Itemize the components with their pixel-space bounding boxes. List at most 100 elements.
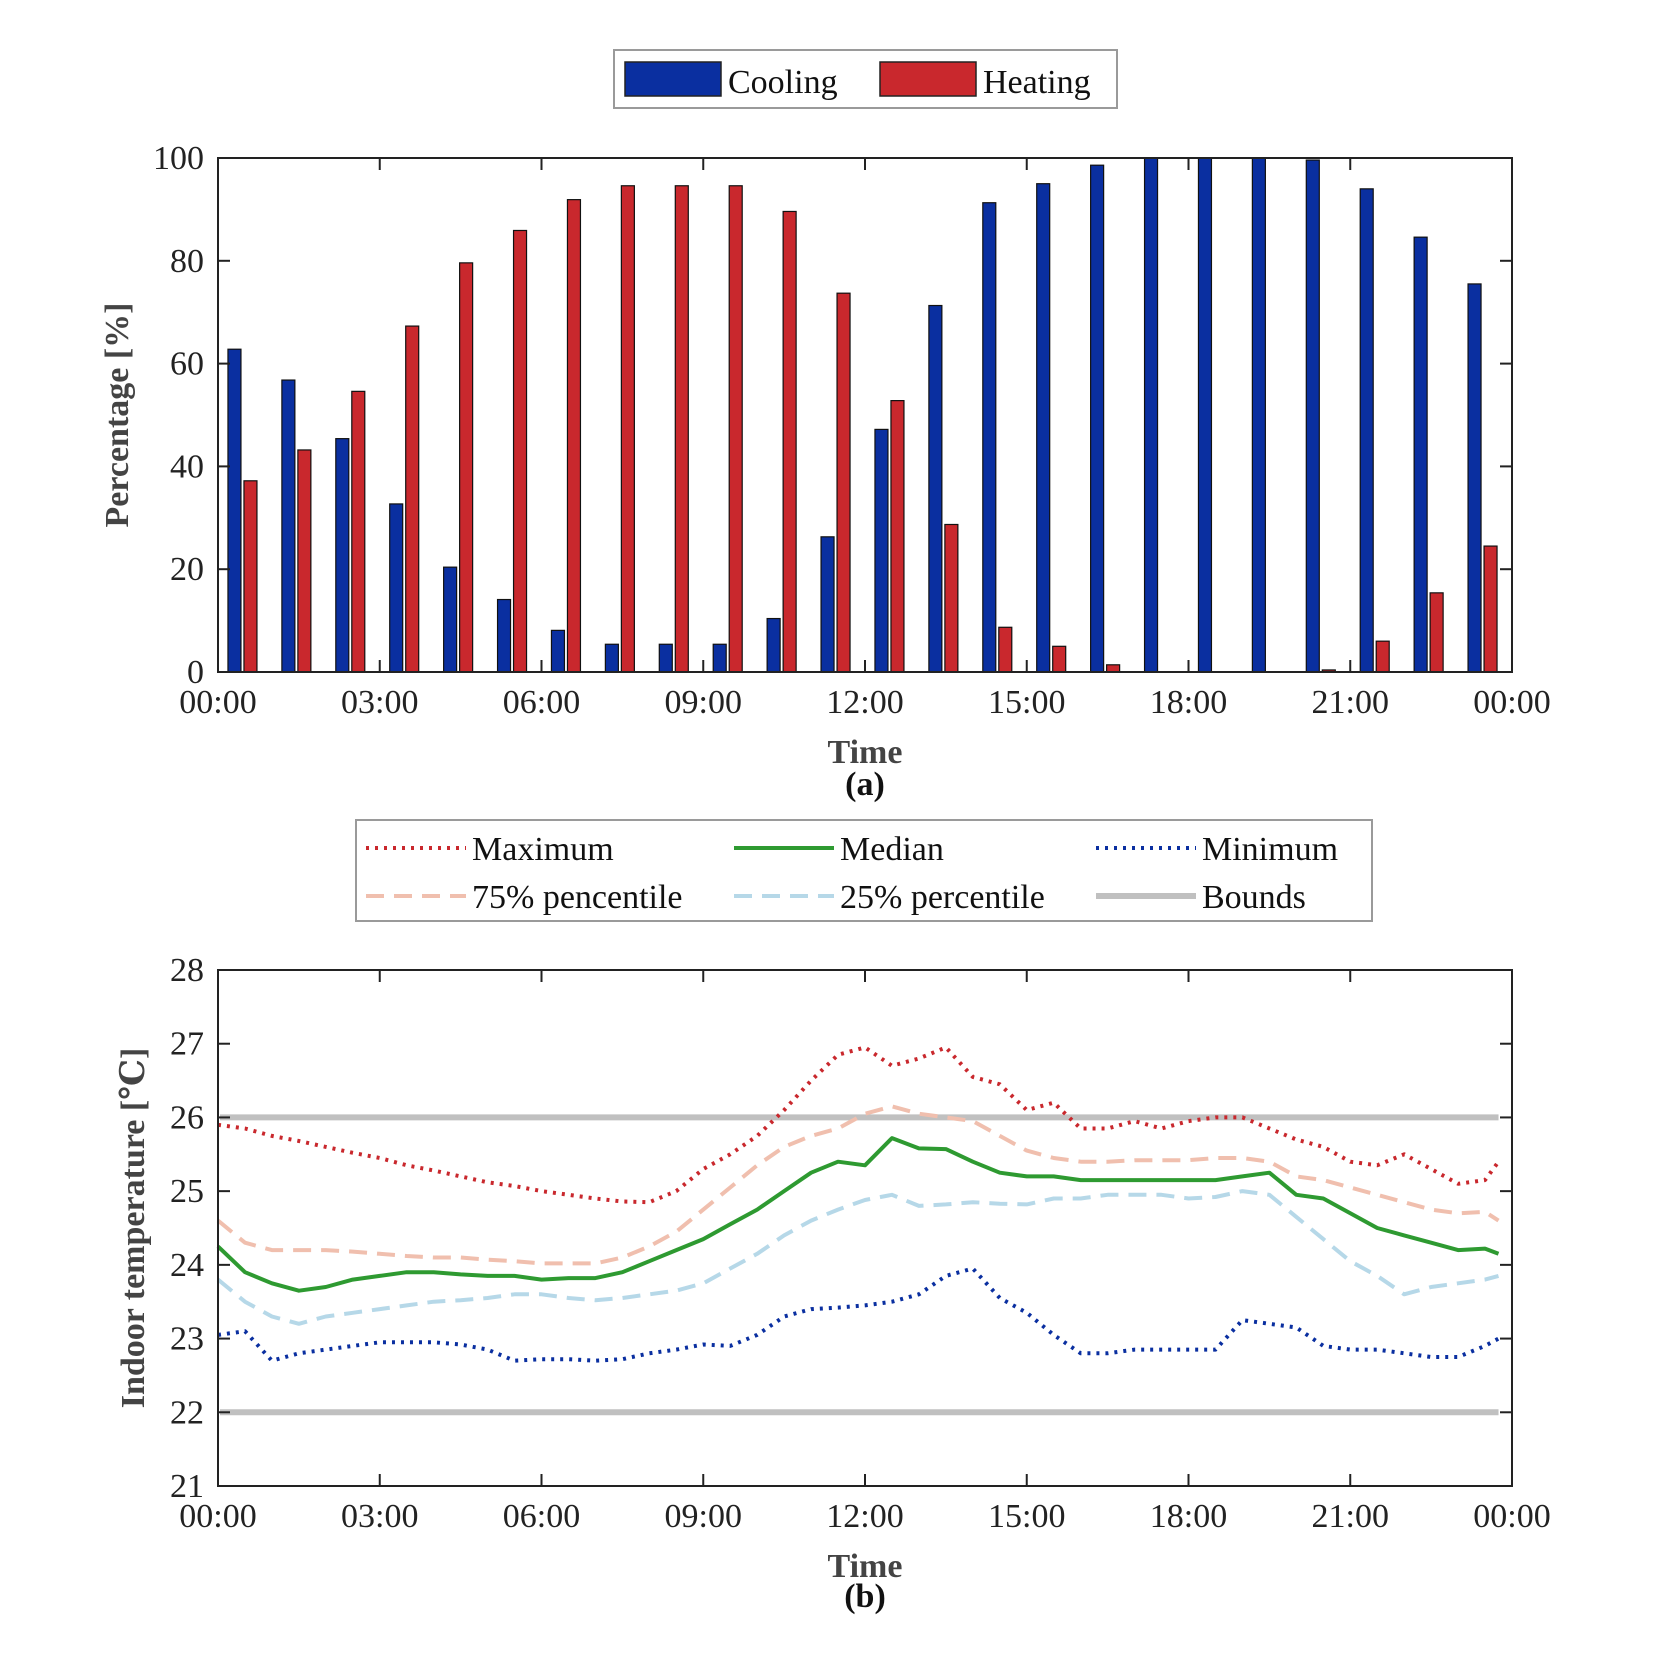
- bar-heating-12: [890, 400, 905, 673]
- bar-heating-8: [674, 185, 689, 673]
- bar-heating-16: [1106, 664, 1121, 673]
- series-line-25-percentile: [216, 1189, 1500, 1326]
- bar-cooling-14: [982, 202, 997, 673]
- bar-cooling-5: [496, 598, 512, 673]
- legend-label-25-percentile: 25% percentile: [840, 879, 1045, 916]
- legend-label-75-pencentile: 75% pencentile: [472, 879, 683, 916]
- x-tick-label: 00:00: [179, 1498, 256, 1535]
- y-tick-label: 20: [170, 551, 204, 588]
- y-tick-label: 80: [170, 243, 204, 280]
- bar-cooling-0: [227, 348, 242, 673]
- x-tick-label: 12:00: [826, 1498, 903, 1535]
- y-tick-label: 0: [187, 654, 204, 691]
- bar-cooling-10: [766, 617, 781, 673]
- bar-heating-14: [998, 626, 1013, 673]
- x-tick-label: 21:00: [1312, 1498, 1389, 1535]
- bar-heating-23: [1483, 545, 1498, 673]
- panel-a: Cooling Heating 0 20 40 60 80 100 00:00 03:00 06:0…: [99, 49, 1551, 803]
- legend-label-median: Median: [840, 831, 944, 868]
- bar-heating-2: [351, 390, 366, 673]
- x-tick-label: 21:00: [1312, 684, 1389, 721]
- bar-cooling-3: [389, 503, 404, 673]
- bar-cooling-6: [550, 629, 566, 673]
- bar-cooling-17: [1143, 157, 1159, 673]
- bar-heating-0: [243, 480, 258, 673]
- bar-heating-13: [944, 523, 959, 673]
- x-tick-label: 12:00: [826, 684, 903, 721]
- x-tick-label: 00:00: [1473, 684, 1550, 721]
- legend-box: [355, 819, 1373, 922]
- y-tick-label: 100: [153, 140, 204, 177]
- legend-swatch-cooling: [624, 61, 722, 97]
- y-tick-label: 28: [170, 952, 204, 989]
- x-axis-label: Time: [828, 734, 903, 771]
- y-tick-label: 25: [170, 1173, 204, 1210]
- y-tick-label: 24: [170, 1247, 204, 1284]
- bar-cooling-2: [335, 438, 350, 673]
- y-tick-label: 60: [170, 346, 204, 383]
- bar-cooling-19: [1251, 157, 1266, 673]
- x-tick-label: 03:00: [341, 684, 418, 721]
- bar-heating-7: [620, 185, 635, 673]
- x-tick-label: 09:00: [665, 684, 742, 721]
- panel-b: Maximum Median Minimum 75% pencentile 25% pe…: [115, 819, 1551, 1615]
- x-axis-label: Time: [828, 1548, 903, 1585]
- legend-swatch-heating: [879, 61, 977, 97]
- x-tick-label: 15:00: [988, 684, 1065, 721]
- legend-label-bounds: Bounds: [1202, 879, 1306, 916]
- series-line-median: [216, 1136, 1500, 1293]
- bar-cooling-21: [1359, 188, 1374, 673]
- panel-label: (a): [845, 766, 885, 803]
- y-tick-label: 21: [170, 1468, 204, 1505]
- bar-heating-3: [405, 325, 420, 673]
- series-line-75-pencentile: [216, 1104, 1500, 1266]
- x-tick-label: 18:00: [1150, 1498, 1227, 1535]
- bar-cooling-9: [712, 643, 727, 673]
- bar-heating-21: [1375, 640, 1390, 673]
- bar-heating-5: [512, 229, 528, 673]
- legend-label-maximum: Maximum: [472, 831, 614, 868]
- legend-label-heating: Heating: [983, 64, 1091, 101]
- y-tick-label: 22: [170, 1394, 204, 1431]
- bar-cooling-1: [281, 379, 296, 673]
- legend-label-cooling: Cooling: [728, 64, 838, 101]
- bar-heating-22: [1429, 592, 1444, 673]
- x-tick-label: 00:00: [1473, 1498, 1550, 1535]
- bar-cooling-16: [1090, 164, 1105, 673]
- bar-cooling-23: [1467, 283, 1482, 673]
- bar-heating-4: [459, 262, 474, 673]
- bar-cooling-11: [820, 536, 835, 673]
- x-tick-label: 00:00: [179, 684, 256, 721]
- plot-frame: [217, 969, 1513, 1487]
- bar-cooling-15: [1036, 183, 1051, 673]
- bar-cooling-20: [1305, 159, 1320, 673]
- y-tick-label: 40: [170, 448, 204, 485]
- bar-cooling-18: [1197, 157, 1213, 673]
- bar-heating-9: [728, 185, 743, 673]
- bar-heating-1: [297, 449, 312, 673]
- bar-heating-6: [566, 199, 582, 673]
- bar-heating-15: [1052, 645, 1067, 673]
- y-tick-label: 23: [170, 1321, 204, 1358]
- x-tick-label: 09:00: [665, 1498, 742, 1535]
- series-line-minimum: [217, 1266, 1500, 1363]
- x-tick-label: 18:00: [1150, 684, 1227, 721]
- bar-heating-10: [782, 210, 797, 673]
- bar-heating-11: [836, 292, 851, 673]
- x-tick-label: 06:00: [503, 1498, 580, 1535]
- panel-label: (b): [844, 1578, 886, 1615]
- bar-cooling-22: [1413, 236, 1428, 673]
- bar-cooling-13: [928, 304, 943, 673]
- x-tick-label: 15:00: [988, 1498, 1065, 1535]
- x-tick-label: 06:00: [503, 684, 580, 721]
- bar-cooling-4: [443, 566, 458, 673]
- bar-cooling-7: [604, 643, 619, 673]
- y-tick-label: 27: [170, 1026, 204, 1063]
- y-tick-label: 26: [170, 1099, 204, 1136]
- y-axis-label: Percentage [%]: [99, 303, 136, 528]
- y-axis-label: Indoor temperature [℃]: [115, 1048, 152, 1409]
- bar-cooling-8: [658, 643, 673, 673]
- legend-label-minimum: Minimum: [1202, 831, 1338, 868]
- x-tick-label: 03:00: [341, 1498, 418, 1535]
